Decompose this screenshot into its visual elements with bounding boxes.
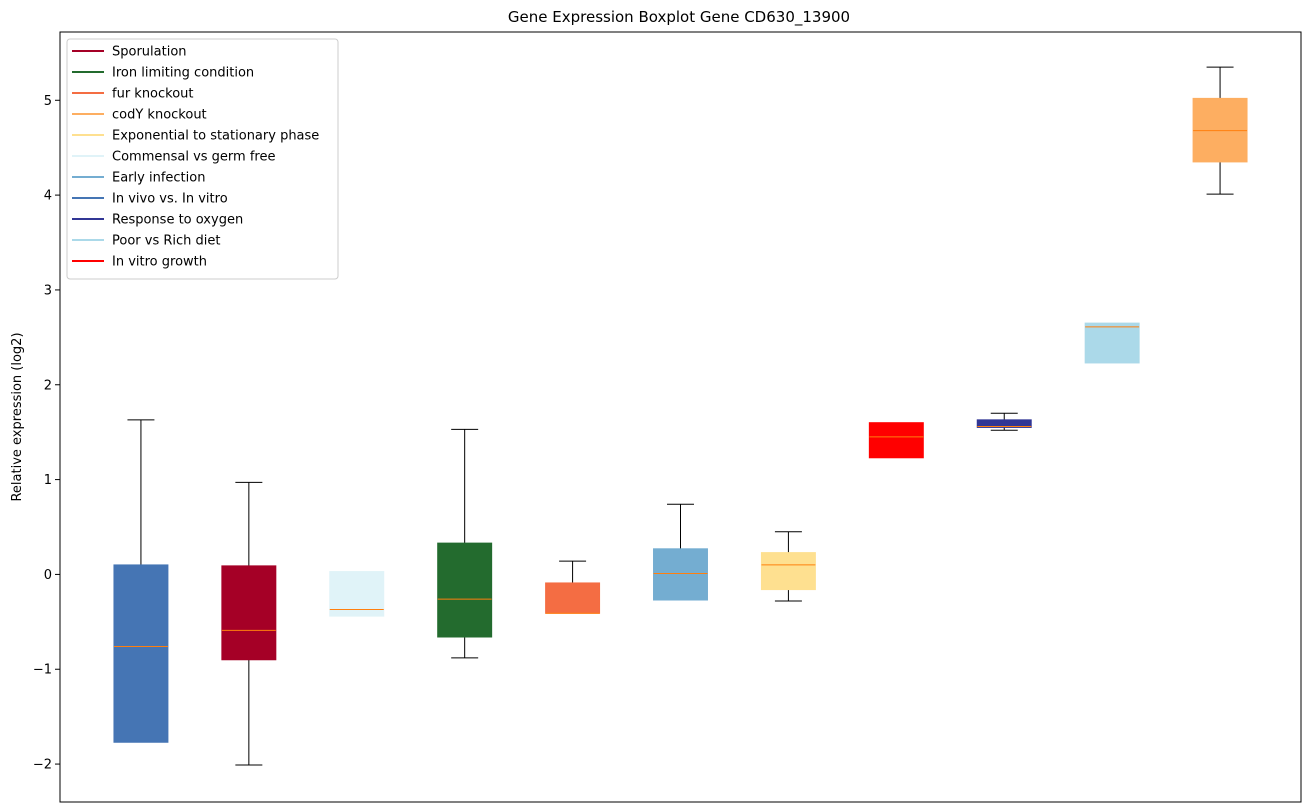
legend-label: Response to oxygen — [112, 213, 243, 228]
y-tick-label: 2 — [44, 378, 52, 393]
legend-label: Iron limiting condition — [112, 66, 254, 81]
box-in-vivo-vs-in-vitro — [113, 419, 169, 743]
boxes-layer — [113, 66, 1248, 766]
plot-frame — [59, 31, 1302, 803]
y-tick-label: 1 — [44, 473, 52, 488]
legend-label: Exponential to stationary phase — [112, 129, 319, 144]
box-poor-vs-rich-diet — [1084, 322, 1140, 364]
legend-label: Commensal vs germ free — [112, 150, 275, 165]
box-sporulation — [221, 481, 277, 766]
box-body — [437, 542, 493, 638]
box-body — [760, 552, 816, 591]
box-body — [329, 571, 385, 617]
box-early-infection — [653, 503, 708, 601]
box-iron-limiting-condition — [437, 428, 493, 659]
box-cody-knockout — [1192, 66, 1248, 195]
box-commensal-vs-germ-free — [329, 571, 385, 617]
box-body — [113, 564, 169, 743]
y-tick-label: −1 — [33, 663, 52, 678]
legend: Sporulation Iron limiting condition fur kn… — [66, 38, 339, 280]
box-body — [976, 419, 1032, 428]
box-response-to-oxygen — [976, 412, 1032, 431]
box-body — [1084, 322, 1140, 364]
legend-label: Poor vs Rich diet — [112, 234, 220, 249]
y-tick-label: −2 — [33, 758, 52, 773]
y-tick-label: 3 — [44, 283, 52, 298]
legend-label: codY knockout — [112, 108, 207, 123]
box-exponential-to-stationary-phase — [760, 531, 816, 602]
box-fur-knockout — [545, 560, 601, 614]
legend-label: In vivo vs. In vitro — [112, 192, 228, 207]
legend-frame — [66, 38, 339, 280]
chart-title: Gene Expression Boxplot Gene CD630_13900 — [508, 8, 850, 27]
y-tick-label: 5 — [44, 94, 52, 109]
box-in-vitro-growth — [868, 422, 924, 459]
legend-label: Early infection — [112, 171, 205, 186]
box-body — [868, 422, 924, 459]
box-body — [221, 565, 277, 661]
legend-label: In vitro growth — [112, 255, 207, 270]
y-tick-label: 0 — [44, 568, 52, 583]
box-body — [545, 582, 601, 614]
y-axis: −2 −1 0 1 2 3 4 5 — [33, 94, 60, 773]
y-tick-label: 4 — [44, 189, 52, 204]
y-axis-label: Relative expression (log2) — [10, 332, 25, 501]
legend-label: fur knockout — [112, 87, 194, 102]
box-body — [653, 548, 708, 601]
legend-label: Sporulation — [112, 45, 187, 60]
